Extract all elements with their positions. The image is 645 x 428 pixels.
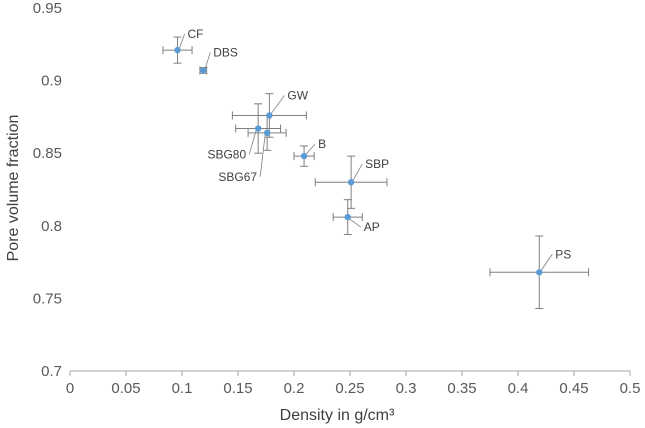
data-point-label: SBG67	[218, 170, 257, 184]
x-tick-label: 0.1	[172, 380, 193, 397]
data-point	[266, 112, 273, 119]
data-point-label: B	[318, 137, 326, 151]
y-tick-label: 0.85	[33, 145, 62, 162]
data-point	[254, 125, 262, 132]
label-leader-line	[248, 130, 257, 155]
x-tick-label: 0.05	[111, 380, 140, 397]
data-point-label: GW	[287, 88, 308, 102]
data-point	[174, 46, 181, 54]
label-leader-line	[271, 95, 285, 114]
label-leader-lines	[179, 33, 553, 271]
data-point-label: CF	[188, 27, 204, 41]
data-point-label: DBS	[213, 45, 238, 59]
data-point-labels: CF DBS GW SBG80 SBG67 B SBP AP PS	[188, 27, 572, 261]
x-tick-label: 0.4	[508, 380, 529, 397]
x-tick-label: 0.2	[284, 380, 305, 397]
x-tick-label: 0	[66, 380, 74, 397]
x-tick-label: 0.35	[447, 380, 476, 397]
y-tick-label: 0.8	[41, 218, 62, 235]
y-tick-label: 0.95	[33, 0, 62, 17]
y-axis-title: Pore volume fraction	[5, 115, 22, 262]
data-point	[300, 152, 308, 160]
x-tick-label: 0.25	[335, 380, 364, 397]
x-axis-ticks: 0 0.05 0.1 0.15 0.2 0.25 0.3 0.35 0.4 0.45 0.5	[66, 371, 641, 397]
label-leader-line	[204, 52, 211, 69]
x-tick-label: 0.45	[559, 380, 588, 397]
y-tick-label: 0.9	[41, 73, 62, 90]
x-tick-label: 0.15	[223, 380, 252, 397]
data-point-label: SBG80	[207, 148, 246, 162]
x-axis-title: Density in g/cm³	[280, 407, 395, 424]
data-point-label: AP	[364, 220, 380, 234]
data-points	[174, 46, 543, 276]
label-leader-line	[540, 254, 553, 271]
data-point	[347, 179, 355, 186]
data-point	[263, 129, 271, 137]
x-tick-label: 0.5	[620, 380, 641, 397]
x-tick-label: 0.3	[396, 380, 417, 397]
y-axis-ticks: 0.7 0.75 0.8 0.85 0.9 0.95	[33, 0, 62, 380]
label-leader-line	[349, 218, 361, 228]
axes: 0 0.05 0.1 0.15 0.2 0.25 0.3 0.35 0.4 0.45 0.5 0.7…	[33, 0, 641, 397]
label-leader-line	[179, 33, 185, 49]
data-point	[200, 67, 207, 74]
data-point-label: PS	[555, 247, 571, 261]
y-tick-label: 0.75	[33, 290, 62, 307]
data-point	[344, 213, 351, 221]
data-point-label: SBP	[365, 157, 389, 171]
y-tick-label: 0.7	[41, 363, 62, 380]
data-point	[536, 269, 543, 276]
label-leader-line	[259, 134, 266, 177]
label-leader-line	[305, 143, 316, 155]
label-leader-line	[352, 164, 363, 181]
